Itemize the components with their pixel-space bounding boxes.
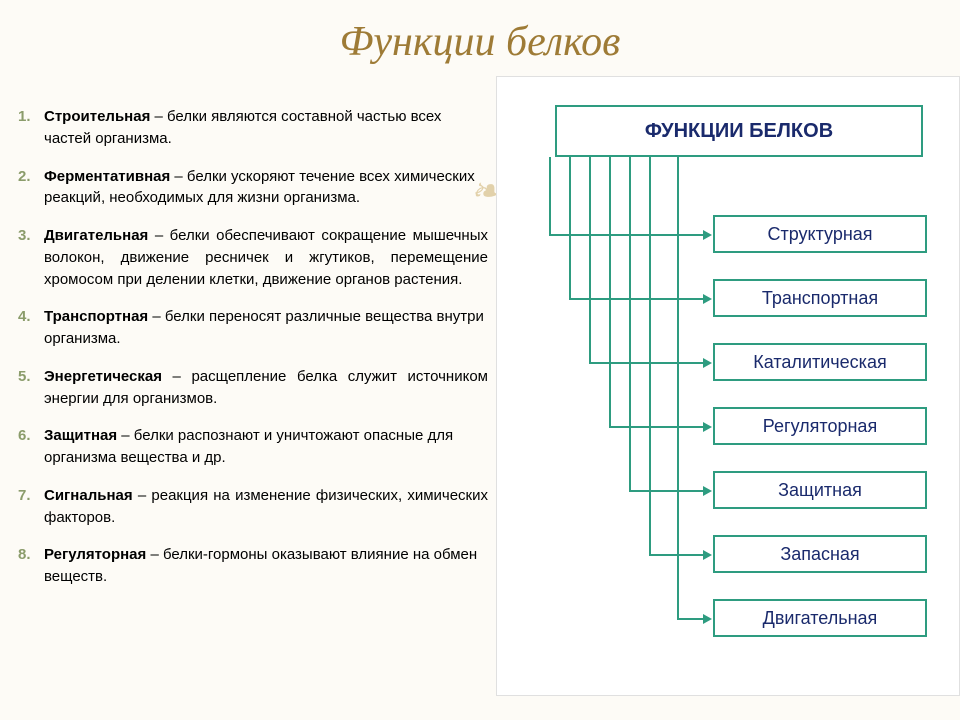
list-number: 1. <box>18 106 44 150</box>
arrowhead-icon <box>703 614 712 624</box>
list-item: 6.Защитная – белки распознают и уничтожа… <box>18 425 488 469</box>
connector-vertical <box>569 157 571 298</box>
list-term: Строительная <box>44 108 150 125</box>
list-body: Защитная – белки распознают и уничтожают… <box>44 425 488 469</box>
definitions-list: 1.Строительная – белки являются составно… <box>18 76 488 696</box>
list-item: 3.Двигательная – белки обеспечивают сокр… <box>18 225 488 290</box>
list-body: Сигнальная – реакция на изменение физиче… <box>44 485 488 529</box>
list-number: 2. <box>18 166 44 210</box>
list-number: 8. <box>18 544 44 588</box>
connector-horizontal <box>609 426 705 428</box>
functions-diagram: ФУНКЦИИ БЕЛКОВ Структурная Транспортная Кат… <box>496 76 960 696</box>
connector-vertical <box>677 157 679 618</box>
function-box: Структурная <box>713 215 927 253</box>
function-box: Транспортная <box>713 279 927 317</box>
connector-vertical <box>649 157 651 554</box>
list-number: 5. <box>18 366 44 410</box>
diagram-header: ФУНКЦИИ БЕЛКОВ <box>555 105 923 157</box>
arrowhead-icon <box>703 422 712 432</box>
list-item: 5.Энергетическая – расщепление белка слу… <box>18 366 488 410</box>
list-body: Двигательная – белки обеспечивают сокращ… <box>44 225 488 290</box>
function-box: Двигательная <box>713 599 927 637</box>
list-number: 4. <box>18 306 44 350</box>
title-text: Функции белков <box>340 19 621 65</box>
list-term: Транспортная <box>44 308 148 325</box>
list-term: Регуляторная <box>44 546 146 563</box>
connector-horizontal <box>677 618 705 620</box>
list-term: Энергетическая <box>44 368 162 385</box>
function-box: Каталитическая <box>713 343 927 381</box>
arrowhead-icon <box>703 294 712 304</box>
list-term: Двигательная <box>44 227 148 244</box>
arrowhead-icon <box>703 550 712 560</box>
function-box: Регуляторная <box>713 407 927 445</box>
list-body: Транспортная – белки переносят различные… <box>44 306 488 350</box>
connector-vertical <box>549 157 551 234</box>
list-item: 8.Регуляторная – белки-гормоны оказывают… <box>18 544 488 588</box>
arrowhead-icon <box>703 486 712 496</box>
list-item: 7.Сигнальная – реакция на изменение физи… <box>18 485 488 529</box>
content-row: 1.Строительная – белки являются составно… <box>0 76 960 696</box>
list-body: Строительная – белки являются составной … <box>44 106 488 150</box>
function-box: Защитная <box>713 471 927 509</box>
list-body: Ферментативная – белки ускоряют течение … <box>44 166 488 210</box>
connector-vertical <box>589 157 591 362</box>
connector-horizontal <box>549 234 705 236</box>
list-term: Защитная <box>44 427 117 444</box>
function-box: Запасная <box>713 535 927 573</box>
connector-vertical <box>629 157 631 490</box>
connector-vertical <box>609 157 611 426</box>
page-title: Функции белков <box>0 0 960 76</box>
list-number: 3. <box>18 225 44 290</box>
list-term: Сигнальная <box>44 487 133 504</box>
list-item: 2.Ферментативная – белки ускоряют течени… <box>18 166 488 210</box>
arrowhead-icon <box>703 230 712 240</box>
list-term: Ферментативная <box>44 168 170 185</box>
list-body: Регуляторная – белки-гормоны оказывают в… <box>44 544 488 588</box>
connector-horizontal <box>589 362 705 364</box>
list-number: 6. <box>18 425 44 469</box>
arrowhead-icon <box>703 358 712 368</box>
list-item: 4.Транспортная – белки переносят различн… <box>18 306 488 350</box>
list-body: Энергетическая – расщепление белка служи… <box>44 366 488 410</box>
connector-horizontal <box>629 490 705 492</box>
list-number: 7. <box>18 485 44 529</box>
list-item: 1.Строительная – белки являются составно… <box>18 106 488 150</box>
